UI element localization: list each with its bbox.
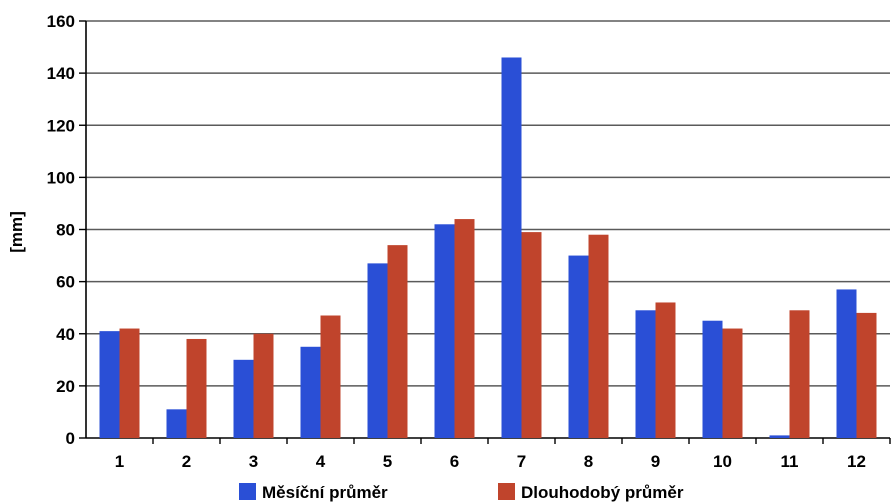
y-tick-label: 60 (56, 273, 75, 292)
bar-longterm (521, 232, 542, 438)
axes (79, 20, 891, 444)
y-tick-label: 20 (56, 377, 75, 396)
x-tick-label: 8 (584, 452, 593, 471)
bar-longterm (253, 333, 274, 438)
bar-monthly (233, 359, 254, 438)
x-tick-label: 10 (713, 452, 732, 471)
legend-swatch-longterm (498, 483, 515, 500)
bar-monthly (836, 289, 857, 438)
bar-longterm (856, 312, 877, 438)
x-tick-label: 11 (781, 452, 799, 471)
legend-label-longterm: Dlouhodobý průměr (521, 483, 684, 502)
x-tick-label: 12 (847, 452, 866, 471)
y-tick-label: 0 (66, 429, 75, 448)
bar-monthly (501, 57, 522, 439)
bars (99, 57, 877, 439)
legend: Měsíční průměr Dlouhodobý průměr (239, 483, 684, 502)
bar-longterm (454, 219, 475, 438)
bar-monthly (166, 409, 187, 438)
x-tick-label: 5 (383, 452, 392, 471)
y-tick-label: 140 (47, 64, 75, 83)
bar-monthly (434, 224, 455, 438)
bar-monthly (568, 255, 589, 438)
bar-longterm (588, 234, 609, 438)
x-tick-label: 4 (316, 452, 326, 471)
bar-monthly (300, 346, 321, 438)
bar-longterm (387, 245, 408, 438)
y-tick-label: 120 (47, 116, 75, 135)
bar-monthly (702, 320, 723, 438)
bar-monthly (367, 263, 388, 438)
y-axis-label: [mm] (7, 211, 26, 253)
x-tick-label: 3 (249, 452, 258, 471)
y-tick-label: 160 (47, 12, 75, 31)
bar-longterm (789, 310, 810, 438)
x-tick-label: 6 (450, 452, 459, 471)
bar-longterm (320, 315, 341, 438)
grid-lines (86, 20, 890, 387)
bar-monthly (99, 331, 120, 438)
y-tick-label: 100 (47, 168, 75, 187)
bar-monthly (769, 435, 790, 438)
bar-monthly (635, 310, 656, 438)
bar-longterm (186, 338, 207, 438)
y-tick-label: 40 (56, 325, 75, 344)
y-tick-label: 80 (56, 221, 75, 240)
bar-longterm (119, 328, 140, 438)
x-tick-label: 1 (115, 452, 124, 471)
legend-label-monthly: Měsíční průměr (262, 483, 388, 502)
legend-swatch-monthly (239, 483, 256, 500)
x-tick-label: 9 (651, 452, 660, 471)
bar-longterm (722, 328, 743, 438)
x-tick-label: 7 (517, 452, 526, 471)
bar-longterm (655, 302, 676, 438)
x-tick-label: 2 (182, 452, 191, 471)
